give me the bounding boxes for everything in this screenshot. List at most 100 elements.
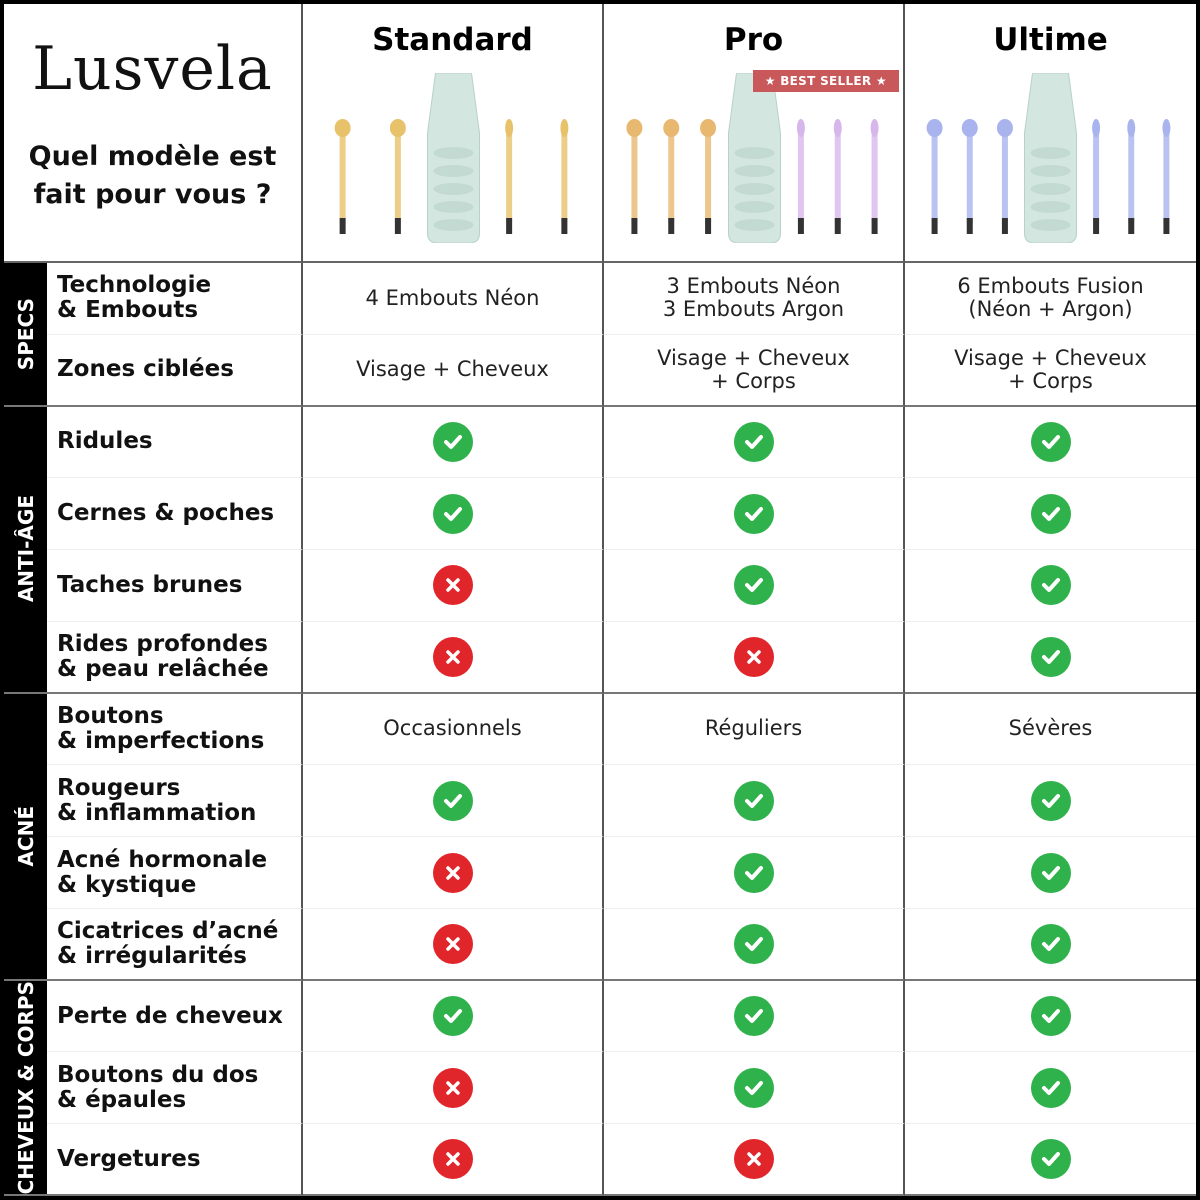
table-cell [303, 1124, 604, 1196]
cross-icon [432, 1067, 473, 1108]
cross-icon [432, 923, 473, 964]
table-cell [604, 765, 905, 838]
category-label: SPECS [13, 297, 38, 370]
check-icon [733, 493, 774, 534]
question-heading: Quel modèle est fait pour vous ? [28, 141, 277, 210]
row-label: Boutons du dos & épaules [47, 1052, 303, 1125]
cross-icon [432, 636, 473, 677]
check-icon [1030, 780, 1071, 821]
cross-icon [432, 852, 473, 893]
cross-icon [432, 565, 473, 606]
table-cell: 3 Embouts Néon 3 Embouts Argon [604, 263, 905, 335]
row-label: Vergetures [47, 1124, 303, 1196]
row-label: Rides profondes & peau relâchée [47, 621, 303, 694]
cell-text: 6 Embouts Fusion (Néon + Argon) [957, 274, 1144, 322]
product-header-standard: Standard [303, 4, 604, 263]
table-cell: Sévères [905, 694, 1196, 766]
check-icon [733, 923, 774, 964]
row-label: Cicatrices d’acné & irrégularités [47, 908, 303, 981]
check-icon [432, 421, 473, 462]
cross-icon [733, 636, 774, 677]
table-cell [303, 765, 604, 838]
table-cell [604, 837, 905, 909]
table-cell [604, 550, 905, 622]
category-label: ACNÉ [13, 805, 38, 867]
table-cell [303, 1052, 604, 1125]
table-cell [905, 407, 1196, 479]
cross-icon [733, 1139, 774, 1180]
check-icon [432, 493, 473, 534]
table-cell [604, 908, 905, 981]
table-cell [905, 478, 1196, 551]
row-label: Acné hormonale & kystique [47, 837, 303, 909]
row-label: Taches brunes [47, 550, 303, 622]
comparison-table: Lusvela Quel modèle est fait pour vous ?… [4, 4, 1196, 1196]
table-cell: Réguliers [604, 693, 905, 766]
table-cell [604, 1052, 905, 1125]
row-label: Cernes & poches [47, 478, 303, 551]
check-icon [1030, 493, 1071, 534]
table-cell [905, 765, 1196, 838]
check-icon [1030, 852, 1071, 893]
table-cell [303, 550, 604, 622]
table-cell [905, 1124, 1196, 1196]
row-label: Rougeurs & inflammation [47, 765, 303, 838]
table-cell [604, 621, 905, 694]
table-cell [905, 981, 1196, 1053]
table-cell [303, 621, 604, 694]
check-icon [432, 996, 473, 1037]
table-cell [604, 406, 905, 479]
product-title: Standard [372, 22, 533, 58]
table-cell [905, 1052, 1196, 1125]
category-2: ACNÉ [4, 693, 47, 981]
check-icon [1030, 1139, 1071, 1180]
cell-text: Visage + Cheveux + Corps [954, 345, 1147, 393]
check-icon [1030, 565, 1071, 606]
table-cell [905, 909, 1196, 981]
cell-text: Occasionnels [383, 716, 522, 741]
product-title: Pro [723, 22, 784, 58]
check-icon [1030, 421, 1071, 462]
brand-logo: Lusvela [32, 34, 273, 104]
cell-text: 3 Embouts Néon 3 Embouts Argon [662, 274, 845, 322]
check-icon [432, 780, 473, 821]
check-icon [1030, 1067, 1071, 1108]
category-label: ANTI-ÂGE [13, 495, 38, 603]
table-cell [303, 406, 604, 479]
check-icon [1030, 923, 1071, 964]
table-cell: Visage + Cheveux + Corps [604, 334, 905, 407]
best-seller-badge: ★ BEST SELLER ★ [752, 70, 899, 92]
row-label: Perte de cheveux [47, 980, 303, 1053]
table-cell [604, 478, 905, 551]
table-cell: Occasionnels [303, 693, 604, 766]
category-3: CHEVEUX & CORPS [4, 981, 47, 1196]
check-icon [733, 996, 774, 1037]
cross-icon [432, 1139, 473, 1180]
table-cell [303, 980, 604, 1053]
category-1: ANTI-ÂGE [4, 406, 47, 694]
product-image [604, 72, 903, 244]
check-icon [733, 421, 774, 462]
table-cell: Visage + Cheveux [303, 334, 604, 407]
table-cell [905, 550, 1196, 622]
product-header-ultime: Ultime [905, 4, 1196, 263]
table-cell: 4 Embouts Néon [303, 263, 604, 335]
row-label: Boutons & imperfections [47, 693, 303, 766]
check-icon [733, 852, 774, 893]
table-cell [604, 1124, 905, 1196]
cell-text: Visage + Cheveux [356, 357, 549, 382]
check-icon [1030, 636, 1071, 677]
cell-text: Sévères [1008, 716, 1093, 741]
check-icon [733, 780, 774, 821]
cell-text: 4 Embouts Néon [365, 285, 540, 310]
cell-text: Réguliers [704, 716, 803, 741]
header-brand-cell: Lusvela Quel modèle est fait pour vous ? [4, 4, 303, 263]
check-icon [1030, 996, 1071, 1037]
cell-text: Visage + Cheveux + Corps [657, 345, 850, 393]
row-label: Zones ciblées [47, 334, 303, 407]
row-label: Ridules [47, 406, 303, 479]
product-image [905, 72, 1196, 244]
category-label: CHEVEUX & CORPS [13, 980, 38, 1195]
table-cell [303, 837, 604, 909]
check-icon [733, 1067, 774, 1108]
